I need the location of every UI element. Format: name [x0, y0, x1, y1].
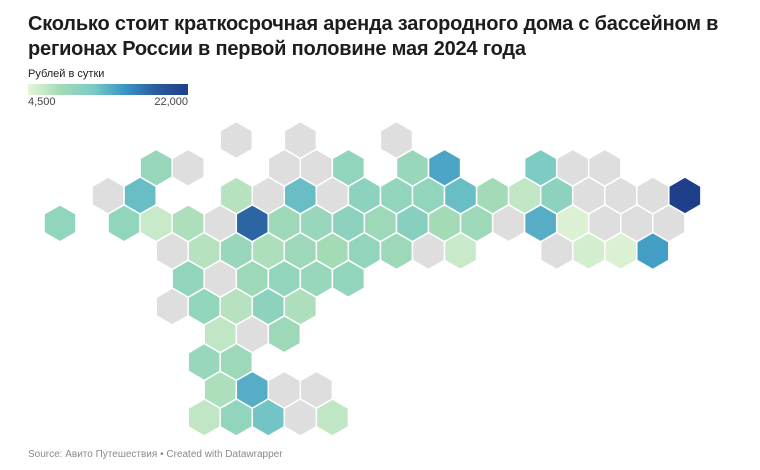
hex-map: [43, 120, 702, 437]
region-hex-62[interactable]: [636, 231, 670, 271]
chart-title: Сколько стоит краткосрочная аренда загор…: [28, 13, 719, 60]
legend-label: Рублей в сутки: [28, 68, 105, 80]
region-hex-4[interactable]: [171, 148, 205, 188]
region-hex-68[interactable]: [331, 259, 366, 299]
color-legend: Рублей в сутки 4,500 22,000: [28, 68, 198, 110]
legend-ticks: 4,500 22,000: [28, 96, 188, 110]
region-hex-58[interactable]: [443, 231, 478, 271]
region-hex-30[interactable]: [43, 203, 77, 243]
legend-min-label: 4,500: [28, 96, 56, 108]
region-hex-87[interactable]: [315, 398, 350, 437]
legend-gradient-bar: [28, 84, 188, 95]
source-note: Source: Авито Путешествия • Created with…: [28, 449, 283, 460]
region-hex-76[interactable]: [267, 314, 302, 354]
legend-max-label: 22,000: [154, 96, 188, 108]
region-hex-0[interactable]: [219, 120, 254, 160]
